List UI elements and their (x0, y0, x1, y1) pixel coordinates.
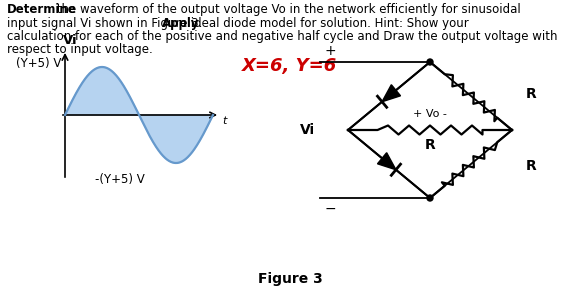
Text: Determine: Determine (7, 3, 77, 16)
Text: + Vo -: + Vo - (413, 109, 447, 119)
Text: R: R (526, 159, 537, 173)
Polygon shape (382, 85, 400, 102)
Text: ideal diode model for solution. Hint: Show your: ideal diode model for solution. Hint: Sh… (187, 16, 469, 29)
Text: Figure 3: Figure 3 (258, 272, 323, 286)
Circle shape (427, 59, 433, 65)
Text: -(Y+5) V: -(Y+5) V (95, 173, 145, 186)
Polygon shape (378, 153, 396, 170)
Text: R: R (425, 138, 436, 152)
Text: (Y+5) V: (Y+5) V (16, 57, 61, 70)
Text: Vi: Vi (300, 123, 315, 137)
Text: respect to input voltage.: respect to input voltage. (7, 44, 153, 56)
Text: Apply: Apply (162, 16, 199, 29)
Polygon shape (65, 67, 139, 115)
Text: +: + (325, 44, 337, 58)
Text: t: t (222, 116, 227, 126)
Text: calculation for each of the positive and negative half cycle and Draw the output: calculation for each of the positive and… (7, 30, 558, 43)
Text: R: R (526, 87, 537, 101)
Text: −: − (325, 202, 337, 216)
Text: input signal Vi shown in Figure 3.: input signal Vi shown in Figure 3. (7, 16, 206, 29)
Text: Vi: Vi (63, 34, 78, 47)
Polygon shape (139, 115, 213, 163)
Text: the waveform of the output voltage Vo in the network efficiently for sinusoidal: the waveform of the output voltage Vo in… (53, 3, 521, 16)
Text: X=6, Y=6: X=6, Y=6 (243, 57, 337, 75)
Circle shape (427, 195, 433, 201)
